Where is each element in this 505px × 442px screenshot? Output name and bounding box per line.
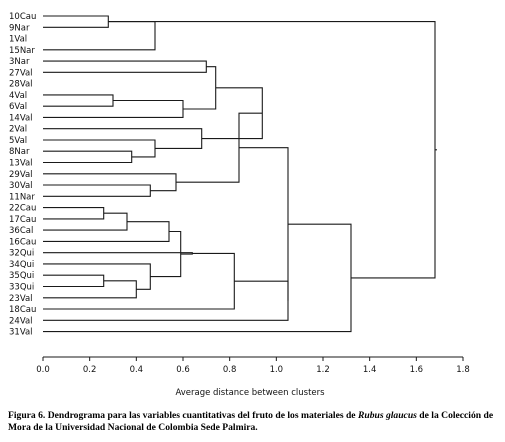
figure-caption: Figura 6. Dendrograma para las variables… <box>8 410 500 434</box>
leaf-label: 33Qui <box>9 283 34 293</box>
dendrogram-links <box>43 15 437 333</box>
x-tick-label: 1.4 <box>363 365 377 375</box>
dendrogram-link <box>43 207 105 220</box>
x-tick-label: 1.2 <box>316 365 330 375</box>
leaf-label: 35Qui <box>9 271 34 281</box>
caption-text-2: de la Colección de Mora de la Universida… <box>8 410 494 433</box>
leaf-label: 22Cau <box>9 204 36 214</box>
dendrogram-link <box>43 128 203 149</box>
dendrogram-link <box>43 252 193 255</box>
dendrogram-link <box>43 263 151 290</box>
leaf-label: 28Val <box>9 80 33 90</box>
dendrogram-link <box>43 274 105 288</box>
leaf-label: 23Val <box>9 294 33 304</box>
dendrogram-link <box>43 184 151 197</box>
leaf-label: 6Val <box>9 102 27 112</box>
leaf-label: 16Cau <box>9 237 36 247</box>
leaf-label: 36Cal <box>9 226 33 236</box>
leaf-label: 31Val <box>9 328 33 338</box>
leaf-label: 2Val <box>9 125 27 135</box>
dendrogram-link <box>43 94 114 107</box>
leaf-label: 10Cau <box>9 12 36 22</box>
leaf-label: 17Cau <box>9 215 36 225</box>
dendrogram-link <box>43 173 177 192</box>
leaf-label: 34Qui <box>9 260 34 270</box>
x-tick-label: 1.6 <box>410 365 424 375</box>
dendrogram-link <box>43 280 137 299</box>
dendrogram-link <box>239 147 289 301</box>
dendrogram-link <box>43 150 133 164</box>
leaf-label: 4Val <box>9 91 27 101</box>
dendrogram-link <box>183 66 217 110</box>
x-tick-label: 1.0 <box>270 365 284 375</box>
leaf-label: 9Nar <box>9 23 30 33</box>
x-axis-label: Average distance between clusters <box>175 388 325 398</box>
leaf-label: 3Nar <box>9 57 30 67</box>
x-tick-label: 0.6 <box>176 365 190 375</box>
leaf-label: 5Val <box>9 136 27 146</box>
leaf-label: 8Nar <box>9 147 30 157</box>
leaf-label: 27Val <box>9 68 33 78</box>
dendrogram-link <box>43 60 207 73</box>
leaf-label: 30Val <box>9 181 33 191</box>
leaf-label: 15Nar <box>9 46 35 56</box>
x-tick-label: 1.8 <box>456 365 470 375</box>
dendrogram-link <box>43 221 170 242</box>
leaf-label: 1Val <box>9 35 27 45</box>
dendrogram-link <box>150 230 182 278</box>
x-axis: 0.0 0.2 0.4 0.6 0.8 1.0 1.2 1.4 1.6 1.8 <box>36 356 470 375</box>
dendrogram-link <box>108 21 436 279</box>
dendrogram-link <box>43 252 235 310</box>
leaf-label: 18Cau <box>9 305 36 315</box>
x-tick-label: 0.8 <box>223 365 237 375</box>
leaf-label: 11Nar <box>9 192 35 202</box>
dendrogram-link <box>43 223 352 333</box>
dendrogram-link <box>43 280 289 321</box>
leaf-label: 29Val <box>9 170 33 180</box>
x-tick-label: 0.4 <box>130 365 144 375</box>
dendrogram-link <box>43 212 128 231</box>
caption-text-1: Figura 6. Dendrograma para las variables… <box>8 410 358 421</box>
dendrogram-link <box>43 15 109 28</box>
leaf-label: 14Val <box>9 113 33 123</box>
leaf-label: 24Val <box>9 316 33 326</box>
leaf-label: 13Val <box>9 159 33 169</box>
dendrogram-link <box>43 139 156 158</box>
leaf-label: 32Qui <box>9 249 34 259</box>
dendrogram-link <box>43 21 156 51</box>
caption-species: Rubus glaucus <box>357 410 417 421</box>
x-tick-label: 0.0 <box>36 365 50 375</box>
x-tick-label: 0.2 <box>83 365 97 375</box>
